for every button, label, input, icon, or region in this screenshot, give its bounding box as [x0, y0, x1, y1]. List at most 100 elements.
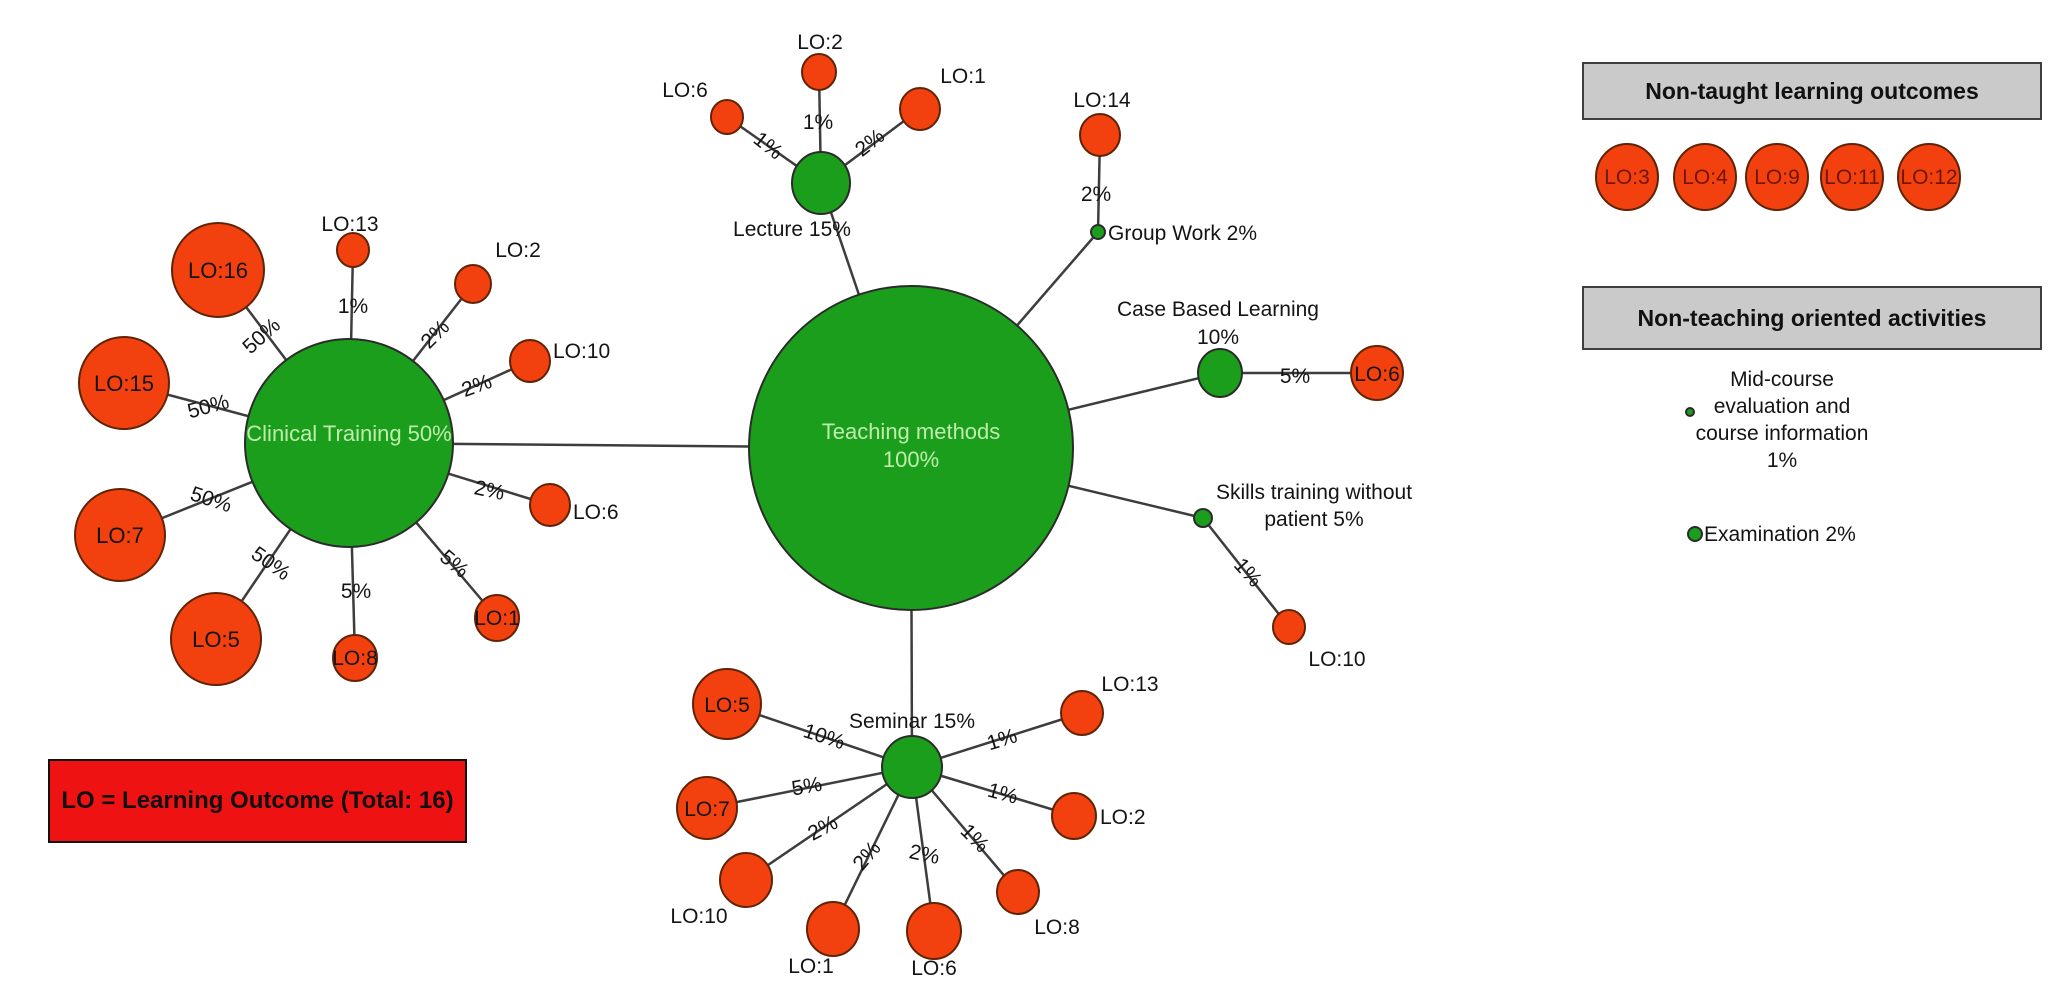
node-lo11p: [1820, 143, 1884, 211]
node-lo10c: [509, 339, 551, 383]
node-label-lo7s: LO:7: [684, 798, 730, 821]
node-label-cbl-line2: 10%: [1197, 326, 1239, 349]
node-label-lo6c: LO:6: [573, 501, 619, 524]
node-midcourse: [1685, 407, 1695, 417]
node-label-lo1l: LO:1: [940, 65, 986, 88]
node-teaching: [748, 285, 1074, 611]
node-lo6l: [710, 99, 744, 135]
node-label-group: Group Work 2%: [1108, 222, 1257, 245]
node-lo7s: [676, 776, 738, 840]
edge-label-seminar-lo1s: 2%: [848, 837, 885, 875]
node-label-midcourse-line2: evaluation and: [1714, 395, 1851, 418]
node-label-teaching-line2: 100%: [883, 447, 939, 472]
panel-header-non-teaching-oriented-activities: Non-teaching oriented activities: [1582, 286, 2042, 350]
node-label-lo2c: LO:2: [495, 239, 541, 262]
node-skills: [1193, 508, 1213, 528]
edge-label-group-lo14: 2%: [1081, 183, 1111, 206]
node-label-lo11p: LO:11: [1824, 166, 1880, 189]
panel-header-non-taught-learning-outcomes: Non-taught learning outcomes: [1582, 62, 2042, 120]
node-lo1c: [474, 594, 520, 642]
edge-label-clinical-lo13c: 1%: [338, 295, 368, 318]
node-label-lo3p: LO:3: [1604, 166, 1650, 189]
node-lo1s: [806, 901, 860, 957]
node-label-exam: Examination 2%: [1704, 523, 1856, 546]
node-lo2c: [454, 264, 492, 304]
node-lo16: [171, 222, 265, 318]
node-label-midcourse-line4: 1%: [1767, 449, 1797, 472]
node-lo6cbl: [1350, 345, 1404, 401]
node-label-lo1c: LO:1: [474, 607, 520, 630]
node-label-lo9p: LO:9: [1754, 166, 1800, 189]
node-label-lo2l: LO:2: [797, 31, 843, 54]
edge-label-seminar-lo7s: 5%: [790, 773, 824, 801]
node-label-cbl-line1: Case Based Learning: [1117, 298, 1319, 321]
node-label-lo10m: LO:10: [670, 905, 727, 928]
node-exam: [1687, 526, 1703, 542]
edge-label-clinical-lo15c: 50%: [185, 390, 232, 423]
node-label-lo14: LO:14: [1073, 89, 1131, 112]
node-label-lo8s: LO:8: [1034, 916, 1080, 939]
edge-label-clinical-lo8c: 5%: [341, 580, 371, 603]
node-label-midcourse-line3: course information: [1696, 422, 1869, 445]
node-lo13s: [1060, 690, 1104, 736]
node-label-lo16: LO:16: [188, 258, 248, 283]
node-lo14: [1079, 113, 1121, 157]
node-label-skills-line1: Skills training without: [1216, 481, 1412, 504]
node-label-midcourse-line1: Mid-course: [1730, 368, 1834, 391]
edge-label-seminar-lo5s: 10%: [800, 719, 847, 754]
node-label-lecture: Lecture 15%: [733, 218, 851, 241]
legend-learning-outcome-total: LO = Learning Outcome (Total: 16): [48, 759, 467, 843]
node-lo8s: [996, 869, 1040, 915]
node-lo9p: [1745, 143, 1809, 211]
node-label-lo5s: LO:5: [704, 694, 750, 717]
node-label-lo6s: LO:6: [911, 957, 957, 980]
edge-label-clinical-lo7c: 50%: [187, 482, 234, 517]
node-lo4p: [1673, 143, 1737, 211]
node-lo1l: [899, 87, 941, 131]
edge-label-clinical-lo10c: 2%: [459, 370, 495, 402]
node-label-lo8c: LO:8: [332, 647, 378, 670]
node-label-seminar: Seminar 15%: [849, 710, 975, 733]
node-label-lo7c: LO:7: [96, 523, 144, 548]
node-clinical: [244, 338, 454, 548]
edge-label-lecture-lo2l: 1%: [803, 111, 833, 134]
node-lo5c: [170, 592, 262, 686]
node-label-lo5c: LO:5: [192, 627, 240, 652]
edge-label-seminar-lo6s: 2%: [907, 840, 941, 869]
node-label-clinical: Clinical Training 50%: [246, 421, 451, 446]
edge-label-seminar-lo2s: 1%: [985, 779, 1020, 809]
node-lo10sk: [1272, 609, 1306, 645]
node-lo5s: [692, 668, 762, 740]
edge-label-cbl-lo6cbl: 5%: [1280, 365, 1310, 388]
node-label-lo13c: LO:13: [321, 213, 378, 236]
node-label-lo13s: LO:13: [1101, 673, 1158, 696]
edge-skills-lo10sk: [1202, 517, 1290, 628]
node-label-lo10sk: LO:10: [1308, 648, 1365, 671]
node-label-lo6l: LO:6: [662, 79, 708, 102]
node-lo2s: [1051, 792, 1097, 840]
node-lo6s: [906, 902, 962, 960]
node-label-lo1s: LO:1: [788, 955, 834, 978]
edge-label-clinical-lo5c: 50%: [247, 542, 295, 585]
edge-label-seminar-lo13s: 1%: [984, 724, 1020, 755]
edge-label-clinical-lo16: 50%: [238, 314, 285, 359]
node-label-lo2s: LO:2: [1100, 806, 1146, 829]
node-label-lo10c: LO:10: [553, 340, 610, 363]
node-label-lo15c: LO:15: [94, 371, 154, 396]
node-lo12p: [1897, 143, 1961, 211]
node-lo15c: [78, 336, 170, 430]
node-lo2l: [801, 53, 837, 91]
node-lo10m: [719, 852, 773, 908]
node-lecture: [791, 151, 851, 215]
edge-label-clinical-lo6c: 2%: [472, 476, 506, 505]
node-label-lo12p: LO:12: [1900, 166, 1957, 189]
node-lo3p: [1595, 143, 1659, 211]
node-lo7c: [74, 488, 166, 582]
node-group: [1090, 224, 1106, 240]
node-seminar: [881, 735, 943, 799]
edge-seminar-lo7s: [706, 765, 913, 810]
node-label-lo6cbl: LO:6: [1354, 363, 1400, 386]
node-label-skills-line2: patient 5%: [1264, 508, 1363, 531]
